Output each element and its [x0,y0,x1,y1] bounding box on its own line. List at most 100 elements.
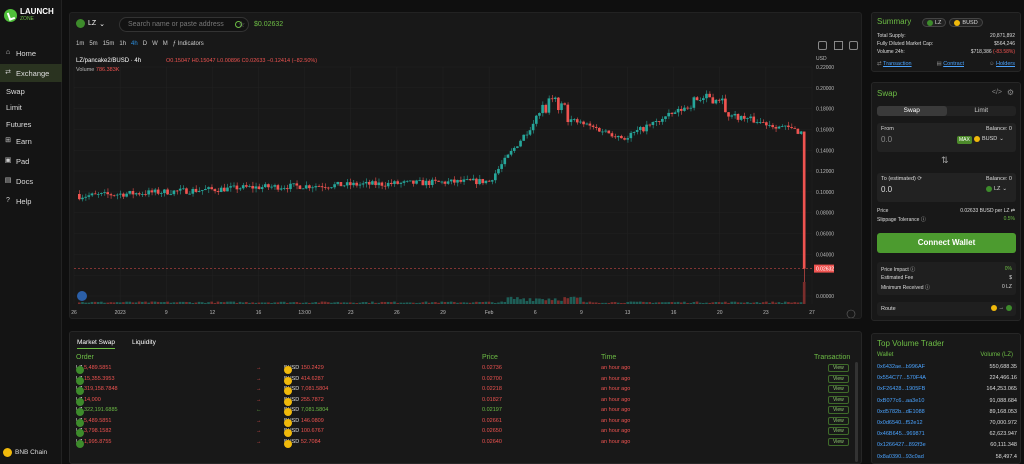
candle-body [796,128,800,134]
swap-settings-gear-icon[interactable]: ⚙ [1006,88,1014,97]
swap-direction-arrows-icon[interactable]: ⇅ [941,155,949,165]
summary-token-busd[interactable]: BUSD [949,18,983,27]
trade-list-scrollbar[interactable] [855,362,858,462]
wallet-address-link[interactable]: 0x1266427...892f3e [877,442,926,449]
nav-swap[interactable]: Swap [6,87,25,96]
wallet-address-link[interactable]: 0xd5782b...dE1088 [877,408,925,415]
camera-icon[interactable] [849,41,858,50]
refresh-icon[interactable]: ⟳ [917,176,922,182]
tab-liquidity[interactable]: Liquidity [132,339,156,346]
to-amount-input[interactable]: 0.0 [881,185,893,194]
wallet-address-link[interactable]: 0xB077c6...aa3e10 [877,397,925,404]
timeframe-4h[interactable]: 4h [131,41,138,47]
indicators-button[interactable]: ƒ Indicators [172,41,204,47]
volume-bar [399,302,403,304]
nav-pad[interactable]: ▣ Pad [0,152,62,170]
timeframe-5m[interactable]: 5m [89,41,98,47]
trade-to: BUSD 414.6287 [284,376,324,385]
view-transaction-button[interactable]: View [828,385,849,393]
minimum-received-row: Minimum Received ⓘ 0 LZ [881,284,1012,291]
lz-token-icon [76,19,85,28]
search-icon[interactable] [235,21,242,28]
view-transaction-button[interactable]: View [828,416,849,425]
summary-token-lz[interactable]: LZ [922,18,947,27]
settings-gear-icon[interactable] [818,41,827,50]
candle-body [115,194,119,196]
volume-bar [383,301,387,304]
trade-to: BUSD 150.2429 [284,365,324,374]
tab-swap[interactable]: Swap [877,106,947,116]
wallet-address-link[interactable]: 0x6432ae...b996AF [877,364,926,370]
from-token-select[interactable]: BUSD ⌄ [974,136,1004,142]
candle-body [197,190,201,192]
tradingview-logo-icon[interactable] [77,291,87,301]
candle-body [708,93,711,98]
summary-links: ⇄ Transaction ▤ Contract ☺ Holders [877,61,1015,67]
candle-body [494,173,497,181]
swap-price-direction-icon[interactable]: ⇄ [1010,208,1015,214]
brand-logo[interactable]: LAUNCH ZONE [4,8,54,22]
from-amount-input[interactable]: 0.0 [881,135,893,144]
view-transaction-button[interactable]: View [828,395,849,404]
tab-market-swap[interactable]: Market Swap [77,339,115,349]
wallet-address-link[interactable]: 0x46B645...969871 [877,431,925,438]
volume-bar [336,301,340,304]
wallet-address-link[interactable]: 0x8a0390...93c0ad [877,453,924,460]
nav-earn[interactable]: ⊞ Earn [0,132,62,150]
to-token-select[interactable]: LZ ⌄ [986,186,1007,192]
wallet-address-link[interactable]: 0x554C77...570F4A [877,375,926,382]
candle-body [459,180,462,182]
slippage-value[interactable]: 0.5% [1003,216,1015,222]
candlestick-chart[interactable]: USD 0.22000 0.20000 0.18000 0.16000 0.14000 0.… [70,13,862,319]
timeframe-15m[interactable]: 15m [102,41,115,47]
timeframe-d[interactable]: D [142,41,148,47]
volume-bar [434,302,437,304]
nav-docs[interactable]: ▤ Docs [0,172,62,190]
token-selector[interactable]: LZ ⌄ [76,19,105,28]
candle-body [172,190,176,195]
timeframe-m[interactable]: M [162,41,168,47]
wallet-address-link[interactable]: 0x0d6540...f52e12 [877,420,923,426]
chart-reset-icon[interactable] [846,309,856,318]
candle-body [399,182,403,184]
chain-selector[interactable]: BNB Chain [0,444,62,460]
nav-home[interactable]: ⌂ Home [0,44,62,62]
max-button[interactable]: MAX [957,136,972,144]
nav-limit[interactable]: Limit [6,103,22,112]
wallet-volume: 62,623.947 [989,431,1017,438]
transaction-link[interactable]: ⇄ Transaction [877,61,912,67]
timeframe-w[interactable]: W [152,41,158,47]
volume-bar [591,302,595,304]
holders-link[interactable]: ☺ Holders [989,61,1015,67]
view-transaction-button[interactable]: View [828,406,849,414]
embed-code-icon[interactable]: </> [991,89,1002,96]
wallet-address-link[interactable]: 0xF26428...1905FB [877,386,926,393]
candle-body [112,195,116,197]
lz-token-icon [76,439,84,448]
view-transaction-button[interactable]: View [828,364,849,372]
volume-bar [598,302,601,304]
tab-limit[interactable]: Limit [974,107,989,114]
timeframe-1m[interactable]: 1m [76,41,85,47]
view-transaction-button[interactable]: View [828,427,849,435]
search-input[interactable]: Search name or paste address [119,17,249,32]
volume-bar [739,302,743,304]
candle-body [241,185,245,189]
connect-wallet-button[interactable]: Connect Wallet [877,233,1016,253]
fullscreen-icon[interactable] [834,41,843,50]
candle-body [188,193,191,195]
help-icon: ? [6,197,10,204]
view-transaction-button[interactable]: View [828,374,849,383]
candle-body [522,134,526,141]
nav-exchange[interactable]: ⇄ Exchange [0,64,62,82]
timeframe-1h[interactable]: 1h [119,41,127,47]
candle-body [714,99,718,104]
nav-docs-label: Docs [16,176,34,186]
contract-link[interactable]: ▤ Contract [936,61,964,67]
nav-help[interactable]: ? Help [0,192,62,210]
view-transaction-button[interactable]: View [828,437,849,446]
volume-bar [377,302,381,304]
volume-bar [112,302,116,304]
nav-futures[interactable]: Futures [6,120,32,129]
favorite-star-icon[interactable]: ☆ [238,20,246,29]
